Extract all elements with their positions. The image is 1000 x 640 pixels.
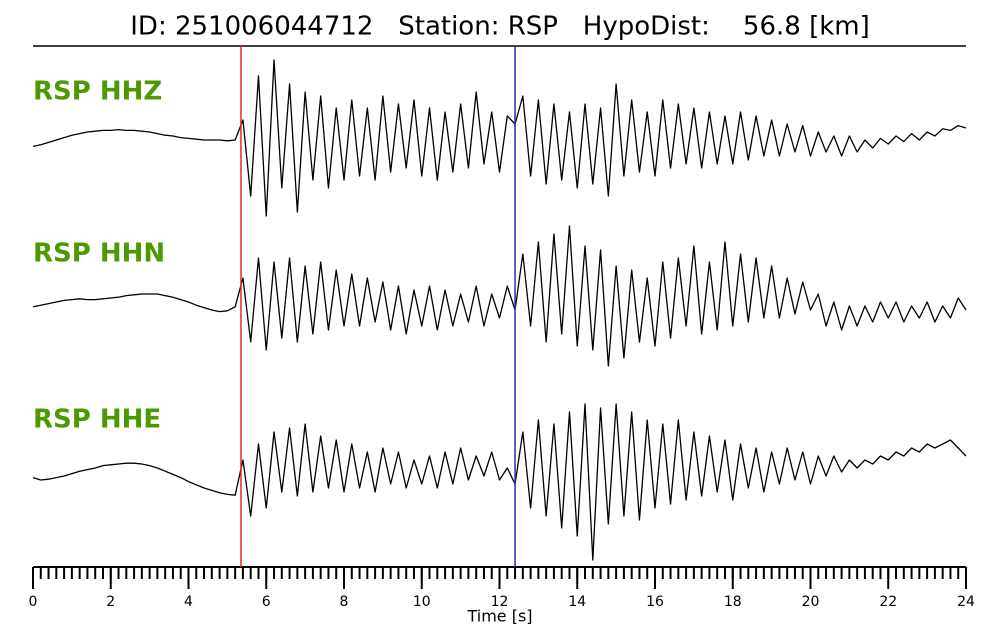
- trace-label: RSP HHN: [33, 239, 165, 269]
- x-tick-label: 10: [413, 594, 431, 610]
- x-tick-label: 14: [568, 594, 586, 610]
- x-tick-label: 12: [491, 594, 509, 610]
- chart-title: ID: 251006044712 Station: RSP HypoDist: …: [130, 12, 870, 42]
- x-tick-label: 20: [802, 594, 820, 610]
- x-tick-label: 2: [106, 594, 115, 610]
- x-tick-label: 6: [262, 594, 271, 610]
- x-tick-label: 0: [29, 594, 38, 610]
- x-tick-label: 22: [879, 594, 897, 610]
- x-axis-label: Time [s]: [466, 607, 532, 626]
- x-tick-label: 18: [724, 594, 742, 610]
- waveform: [32, 403, 967, 561]
- x-tick-label: 4: [184, 594, 193, 610]
- x-tick-label: 24: [957, 594, 975, 610]
- trace-label: RSP HHZ: [33, 77, 162, 107]
- x-tick-label: 16: [646, 594, 664, 610]
- waveform: [32, 59, 967, 217]
- x-tick-label: 8: [340, 594, 349, 610]
- trace-label: RSP HHE: [33, 405, 161, 435]
- waveform: [32, 225, 967, 367]
